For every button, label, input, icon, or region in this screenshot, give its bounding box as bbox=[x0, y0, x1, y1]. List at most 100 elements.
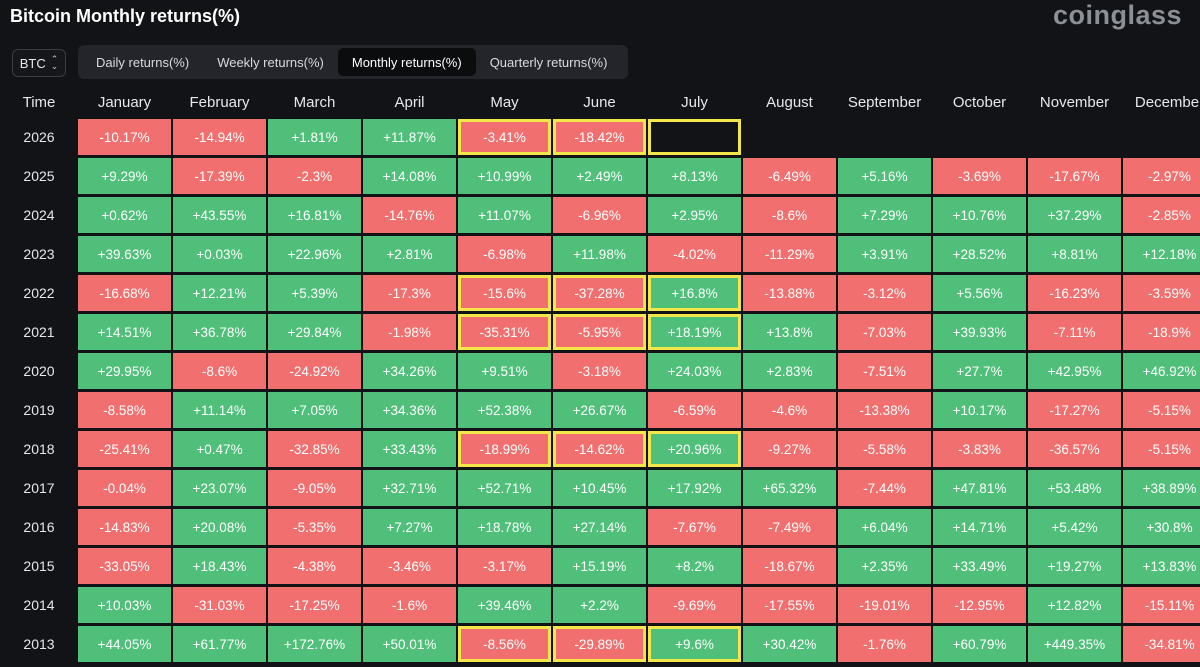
row-year: 2014 bbox=[23, 597, 55, 613]
return-cell: +14.51% bbox=[78, 314, 171, 350]
return-cell: -32.85% bbox=[268, 431, 361, 467]
return-cell: -2.97% bbox=[1123, 158, 1200, 194]
tab-quarterly-returns[interactable]: Quarterly returns(%) bbox=[489, 54, 608, 70]
return-cell: +10.03% bbox=[78, 587, 171, 623]
return-cell: -19.01% bbox=[838, 587, 931, 623]
column-header-july: July bbox=[681, 94, 708, 111]
return-cell: -34.81% bbox=[1123, 626, 1200, 662]
return-cell: -3.12% bbox=[838, 275, 931, 311]
return-cell: -7.11% bbox=[1028, 314, 1121, 350]
return-cell: +60.79% bbox=[933, 626, 1026, 662]
column-header-december: December bbox=[1134, 94, 1200, 111]
return-cell: +7.29% bbox=[838, 197, 931, 233]
return-cell: -8.58% bbox=[78, 392, 171, 428]
return-cell: +2.49% bbox=[553, 158, 646, 194]
return-cell: -3.83% bbox=[933, 431, 1026, 467]
return-cell: +52.38% bbox=[458, 392, 551, 428]
asset-select[interactable]: BTC ⌃ ⌄ bbox=[12, 49, 66, 77]
column-header-october: October bbox=[952, 94, 1007, 111]
return-cell: +8.13% bbox=[648, 158, 741, 194]
table-row: 2021 +14.51% +36.78% +29.84% -1.98% -35.31% -5… bbox=[2, 314, 1200, 350]
return-cell: +43.55% bbox=[173, 197, 266, 233]
tab-monthly-returns[interactable]: Monthly returns(%) bbox=[337, 48, 476, 76]
return-cell: +34.26% bbox=[363, 353, 456, 389]
return-cell: +2.2% bbox=[553, 587, 646, 623]
return-cell: +52.71% bbox=[458, 470, 551, 506]
return-cell: +5.56% bbox=[933, 275, 1026, 311]
tab-daily-returns[interactable]: Daily returns(%) bbox=[96, 54, 190, 70]
return-cell: +20.96% bbox=[648, 431, 741, 467]
page-title: Bitcoin Monthly returns(%) bbox=[10, 6, 240, 26]
return-cell: -11.29% bbox=[743, 236, 836, 272]
tab-weekly-returns[interactable]: Weekly returns(%) bbox=[217, 54, 324, 70]
table-row: 2017 -0.04% +23.07% -9.05% +32.71% +52.71% +10… bbox=[2, 470, 1200, 506]
return-cell: +50.01% bbox=[363, 626, 456, 662]
table-row: 2022 -16.68% +12.21% +5.39% -17.3% -15.6% -37.… bbox=[2, 275, 1200, 311]
return-cell: -17.25% bbox=[268, 587, 361, 623]
chevron-up-down-icon: ⌃ ⌄ bbox=[50, 54, 59, 71]
return-cell: -5.35% bbox=[268, 509, 361, 545]
return-cell: -0.04% bbox=[78, 470, 171, 506]
return-cell: +0.47% bbox=[173, 431, 266, 467]
table-row: 2018 -25.41% +0.47% -32.85% +33.43% -18.99% -1… bbox=[2, 431, 1200, 467]
return-cell: +30.42% bbox=[743, 626, 836, 662]
return-cell bbox=[648, 119, 741, 155]
return-cell: +34.36% bbox=[363, 392, 456, 428]
column-header-march: March bbox=[293, 94, 336, 111]
return-cell: -9.05% bbox=[268, 470, 361, 506]
return-cell: +10.99% bbox=[458, 158, 551, 194]
return-cell: +38.89% bbox=[1123, 470, 1200, 506]
return-cell: -17.67% bbox=[1028, 158, 1121, 194]
return-cell bbox=[1123, 119, 1200, 155]
return-cell: +24.03% bbox=[648, 353, 741, 389]
row-year: 2013 bbox=[23, 636, 55, 652]
return-cell: +37.29% bbox=[1028, 197, 1121, 233]
return-cell: -5.58% bbox=[838, 431, 931, 467]
return-cell: +46.92% bbox=[1123, 353, 1200, 389]
return-cell: -15.6% bbox=[458, 275, 551, 311]
return-cell: +18.43% bbox=[173, 548, 266, 584]
return-cell: +17.92% bbox=[648, 470, 741, 506]
return-cell: -36.57% bbox=[1028, 431, 1121, 467]
return-cell: +11.87% bbox=[363, 119, 456, 155]
return-cell: +13.8% bbox=[743, 314, 836, 350]
return-cell: +2.81% bbox=[363, 236, 456, 272]
return-cell: +18.19% bbox=[648, 314, 741, 350]
row-year: 2021 bbox=[23, 324, 55, 340]
row-year: 2024 bbox=[23, 207, 55, 223]
column-header-june: June bbox=[583, 94, 616, 111]
return-cell: +7.05% bbox=[268, 392, 361, 428]
return-cell: -7.51% bbox=[838, 353, 931, 389]
column-header-time: Time bbox=[22, 94, 56, 111]
return-cell: -4.6% bbox=[743, 392, 836, 428]
return-cell: -17.3% bbox=[363, 275, 456, 311]
return-cell: +12.18% bbox=[1123, 236, 1200, 272]
return-cell: +65.32% bbox=[743, 470, 836, 506]
return-cell: +23.07% bbox=[173, 470, 266, 506]
return-cell: -3.17% bbox=[458, 548, 551, 584]
return-cell: +2.83% bbox=[743, 353, 836, 389]
return-cell: +5.16% bbox=[838, 158, 931, 194]
return-cell: -18.9% bbox=[1123, 314, 1200, 350]
return-cell: +28.52% bbox=[933, 236, 1026, 272]
return-cell: +5.39% bbox=[268, 275, 361, 311]
table-body: 2026 -10.17% -14.94% +1.81% +11.87% -3.41% -18… bbox=[2, 119, 1200, 662]
return-cell: +9.6% bbox=[648, 626, 741, 662]
table-row: 2023 +39.63% +0.03% +22.96% +2.81% -6.98% +11.… bbox=[2, 236, 1200, 272]
return-cell bbox=[743, 119, 836, 155]
return-cell: -5.15% bbox=[1123, 431, 1200, 467]
return-cell: +36.78% bbox=[173, 314, 266, 350]
return-cell: +44.05% bbox=[78, 626, 171, 662]
return-cell: -16.68% bbox=[78, 275, 171, 311]
return-cell: +0.03% bbox=[173, 236, 266, 272]
return-cell: -8.6% bbox=[743, 197, 836, 233]
return-cell bbox=[838, 119, 931, 155]
return-cell: -7.44% bbox=[838, 470, 931, 506]
return-cell: -14.76% bbox=[363, 197, 456, 233]
return-cell: -18.67% bbox=[743, 548, 836, 584]
return-cell: +27.7% bbox=[933, 353, 1026, 389]
return-cell: +9.29% bbox=[78, 158, 171, 194]
return-cell: +0.62% bbox=[78, 197, 171, 233]
return-cell: +14.08% bbox=[363, 158, 456, 194]
return-cell: -4.38% bbox=[268, 548, 361, 584]
